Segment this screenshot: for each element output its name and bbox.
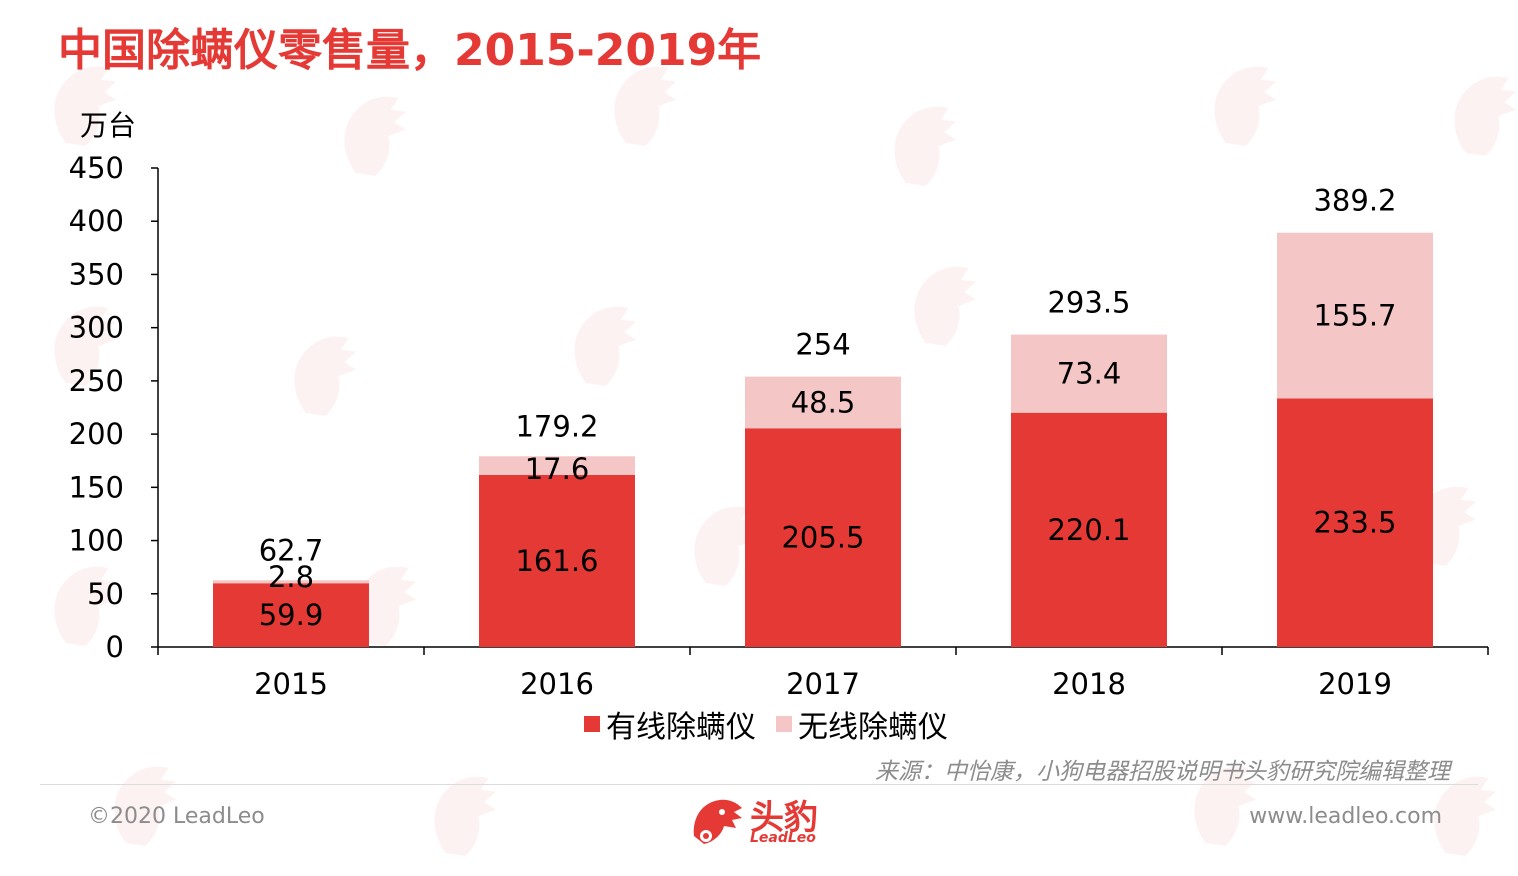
logo-subtext: LeadLeo: [750, 830, 816, 846]
page-title: 中国除螨仪零售量，2015-2019年: [58, 25, 762, 76]
chart-legend: 有线除螨仪 无线除螨仪: [584, 702, 948, 746]
y-tick-label: 350: [69, 257, 124, 291]
y-tick-label: 250: [69, 364, 124, 398]
bar-wired-2019: [1277, 398, 1433, 647]
logo-text: 头豹: [750, 798, 818, 838]
data-label-wireless-2018: 73.4: [1057, 357, 1122, 391]
legend-item-wireless: 无线除螨仪: [776, 702, 948, 746]
bar-wired-2018: [1011, 412, 1167, 647]
legend-swatch-wired: [584, 716, 600, 732]
footer-copyright: ©2020 LeadLeo: [88, 804, 265, 829]
bar-wired-2016: [479, 474, 635, 647]
data-label-total-2016: 179.2: [515, 409, 598, 443]
y-tick-label: 150: [69, 470, 124, 504]
footer-website: www.leadleo.com: [1249, 804, 1442, 829]
stacked-bar-chart: 0 50 100 150 200 250 300 350 400 450 59.9 2.862.7 20…: [69, 151, 1489, 700]
watermark-icon: [434, 776, 497, 856]
data-label-wireless-2019: 155.7: [1313, 299, 1396, 333]
data-label-wired-2015: 59.9: [259, 598, 324, 632]
source-note: 来源：中怡康，小狗电器招股说明书头豹研究院编辑整理: [875, 759, 1450, 785]
bar-wireless-2017: [745, 376, 901, 429]
bar-wired-2017: [745, 428, 901, 647]
y-tick-label: 100: [69, 524, 124, 558]
legend-label-wired: 有线除螨仪: [606, 710, 756, 745]
x-tick-label-2019: 2019: [1318, 667, 1392, 700]
x-tick-label-2017: 2017: [786, 667, 860, 700]
data-label-wired-2016: 161.6: [515, 544, 598, 578]
y-tick-label: 400: [69, 204, 124, 238]
y-tick-label: 300: [69, 311, 124, 345]
bar-wireless-2016: [479, 456, 635, 475]
footer-logo: 头豹 LeadLeo: [688, 792, 838, 852]
legend-swatch-wireless: [776, 716, 792, 732]
bar-wired-2015: [213, 583, 369, 647]
bar-wireless-2015: [213, 580, 369, 584]
data-label-wired-2019: 233.5: [1313, 506, 1396, 540]
bar-wireless-2019: [1277, 232, 1433, 399]
data-label-total-2019: 389.2: [1313, 184, 1396, 218]
legend-item-wired: 有线除螨仪: [584, 702, 756, 746]
data-label-wireless-2017: 48.5: [791, 385, 856, 419]
y-tick-label: 450: [69, 151, 124, 185]
y-tick-label: 200: [69, 417, 124, 451]
x-tick-label-2015: 2015: [254, 667, 328, 700]
data-label-total-2017: 254: [795, 328, 850, 362]
bar-wireless-2018: [1011, 334, 1167, 413]
data-label-wireless-2015: 2.8: [268, 560, 314, 594]
y-axis-unit-label: 万台: [80, 109, 137, 142]
data-label-wireless-2016: 17.6: [525, 452, 590, 486]
leopard-logo-icon: [693, 799, 742, 844]
data-label-total-2018: 293.5: [1047, 286, 1130, 320]
data-label-wired-2018: 220.1: [1047, 513, 1130, 547]
x-tick-label-2018: 2018: [1052, 667, 1126, 700]
y-tick-label: 0: [106, 630, 124, 664]
footer-divider: [40, 784, 1478, 785]
x-tick-label-2016: 2016: [520, 667, 594, 700]
legend-label-wireless: 无线除螨仪: [798, 710, 948, 745]
data-label-total-2015: 62.7: [259, 533, 324, 567]
y-tick-label: 50: [87, 577, 124, 611]
data-label-wired-2017: 205.5: [781, 521, 864, 555]
